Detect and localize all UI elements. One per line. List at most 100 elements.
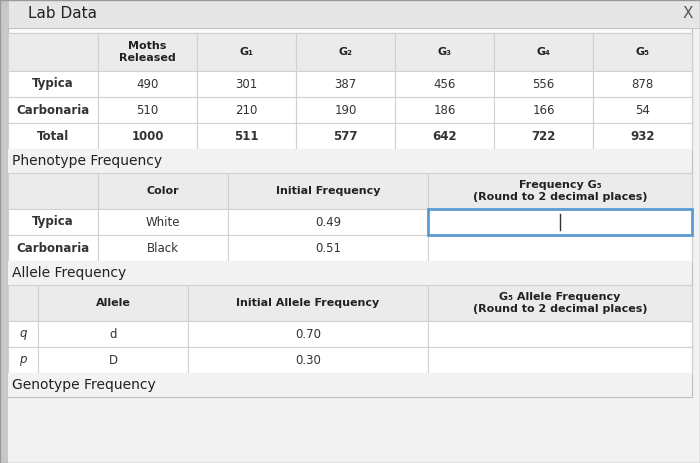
Text: 456: 456: [433, 77, 456, 90]
Bar: [98, 235, 228, 261]
Bar: [428, 173, 692, 209]
Text: Phenotype Frequency: Phenotype Frequency: [12, 154, 162, 168]
Text: Allele: Allele: [96, 298, 130, 308]
Bar: [296, 123, 395, 149]
Bar: [428, 209, 692, 235]
Bar: [197, 71, 296, 97]
Bar: [8, 71, 98, 97]
Bar: [395, 33, 494, 71]
Text: 210: 210: [235, 104, 258, 117]
Text: Carbonaria: Carbonaria: [16, 242, 90, 255]
Text: Initial Frequency: Initial Frequency: [276, 186, 380, 196]
Bar: [0, 0, 8, 463]
Bar: [8, 123, 98, 149]
Text: G₅ Allele Frequency
(Round to 2 decimal places): G₅ Allele Frequency (Round to 2 decimal …: [473, 292, 648, 314]
Text: 387: 387: [335, 77, 356, 90]
Bar: [8, 173, 98, 209]
Text: Frequency G₅
(Round to 2 decimal places): Frequency G₅ (Round to 2 decimal places): [473, 180, 648, 202]
Text: Allele Frequency: Allele Frequency: [12, 266, 126, 280]
Bar: [228, 173, 428, 209]
Text: Total: Total: [37, 130, 69, 143]
Bar: [494, 97, 593, 123]
Bar: [8, 261, 692, 285]
Bar: [395, 71, 494, 97]
Text: p: p: [20, 353, 27, 367]
Text: 932: 932: [630, 130, 654, 143]
Bar: [593, 97, 692, 123]
Text: 490: 490: [136, 77, 159, 90]
Bar: [98, 123, 197, 149]
Bar: [98, 33, 197, 71]
Bar: [38, 285, 188, 321]
Bar: [428, 347, 692, 373]
Bar: [8, 97, 98, 123]
Text: 0.49: 0.49: [315, 215, 341, 229]
Text: 0.70: 0.70: [295, 327, 321, 340]
Bar: [428, 235, 692, 261]
Text: D: D: [108, 353, 118, 367]
Bar: [188, 347, 428, 373]
Text: Carbonaria: Carbonaria: [16, 104, 90, 117]
Text: G₅: G₅: [636, 47, 650, 57]
Bar: [8, 285, 38, 321]
Text: 0.51: 0.51: [315, 242, 341, 255]
Text: Initial Allele Frequency: Initial Allele Frequency: [237, 298, 379, 308]
Bar: [197, 33, 296, 71]
Text: White: White: [146, 215, 181, 229]
Text: X: X: [682, 6, 693, 21]
Text: d: d: [109, 327, 117, 340]
Text: 510: 510: [136, 104, 159, 117]
Text: 186: 186: [433, 104, 456, 117]
Bar: [98, 97, 197, 123]
Bar: [428, 285, 692, 321]
Bar: [593, 123, 692, 149]
Bar: [296, 71, 395, 97]
Text: 511: 511: [234, 130, 259, 143]
Bar: [296, 97, 395, 123]
Bar: [228, 209, 428, 235]
Bar: [98, 71, 197, 97]
Text: G₃: G₃: [438, 47, 452, 57]
Bar: [428, 321, 692, 347]
Bar: [8, 373, 692, 397]
Text: 642: 642: [432, 130, 457, 143]
Bar: [197, 123, 296, 149]
Bar: [8, 209, 98, 235]
Text: Typica: Typica: [32, 215, 74, 229]
Bar: [8, 33, 98, 71]
Bar: [228, 235, 428, 261]
Text: 190: 190: [335, 104, 357, 117]
Text: Lab Data: Lab Data: [28, 6, 97, 21]
Bar: [8, 0, 700, 28]
Bar: [8, 321, 38, 347]
Bar: [494, 33, 593, 71]
Bar: [98, 173, 228, 209]
Text: Genotype Frequency: Genotype Frequency: [12, 378, 155, 392]
Bar: [98, 209, 228, 235]
Text: 0.30: 0.30: [295, 353, 321, 367]
Bar: [494, 123, 593, 149]
Bar: [38, 347, 188, 373]
Text: 878: 878: [631, 77, 654, 90]
Text: G₁: G₁: [239, 47, 253, 57]
Text: 1000: 1000: [132, 130, 164, 143]
Bar: [296, 33, 395, 71]
Text: 577: 577: [333, 130, 358, 143]
Text: 722: 722: [531, 130, 556, 143]
Bar: [8, 235, 98, 261]
Text: Color: Color: [147, 186, 179, 196]
Bar: [8, 149, 692, 173]
Text: G₂: G₂: [339, 47, 353, 57]
Bar: [494, 71, 593, 97]
Text: Moths
Released: Moths Released: [119, 41, 176, 63]
Text: Typica: Typica: [32, 77, 74, 90]
Text: Black: Black: [147, 242, 179, 255]
Text: 556: 556: [533, 77, 554, 90]
Text: 166: 166: [532, 104, 554, 117]
Bar: [395, 123, 494, 149]
Bar: [8, 173, 692, 261]
Text: 301: 301: [235, 77, 258, 90]
Bar: [38, 321, 188, 347]
Bar: [395, 97, 494, 123]
Text: q: q: [20, 327, 27, 340]
